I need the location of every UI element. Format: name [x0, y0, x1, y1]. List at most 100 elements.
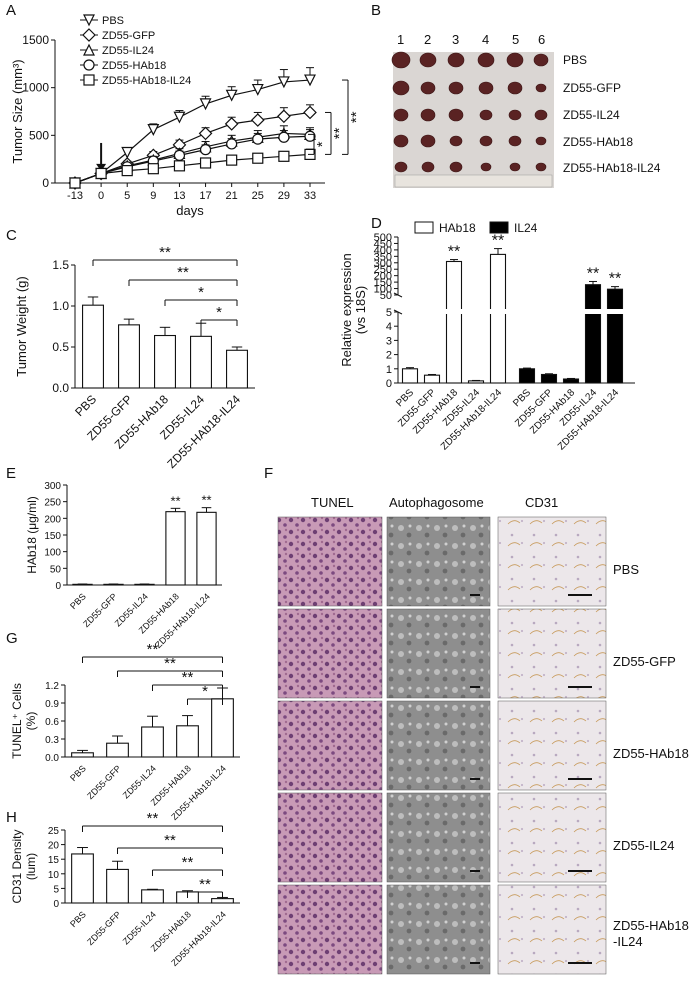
tumor [419, 52, 437, 68]
autophagosome-image [386, 700, 491, 791]
bar [401, 368, 419, 384]
series-marker [303, 105, 317, 120]
panel-letter-c: C [6, 227, 17, 244]
significance-star: ** [448, 244, 460, 261]
y-tick-label: 250 [44, 498, 61, 509]
series-marker [250, 113, 265, 127]
significance-star: ** [182, 669, 194, 686]
bar [196, 511, 217, 586]
tumor [448, 108, 464, 122]
y-axis-label: TUNEL⁺ Cells(%) [10, 683, 38, 759]
y-tick-label: 15 [48, 855, 60, 866]
legend-marker [83, 74, 95, 86]
significance-star: * [216, 304, 222, 321]
y-tick-label: 1 [386, 364, 392, 376]
series-marker [304, 130, 316, 142]
tumor-grid [391, 51, 549, 173]
y-tick-label: 500 [374, 232, 392, 244]
y-tick-label: 200 [374, 271, 392, 283]
bar [518, 368, 536, 384]
series-marker [121, 146, 134, 159]
series-marker [121, 165, 133, 177]
series-marker [252, 133, 264, 145]
col-header-autophagosome: Autophagosome [389, 495, 484, 510]
series-marker [304, 74, 316, 87]
tumor [535, 162, 547, 172]
autophagosome-image [386, 884, 491, 975]
y-tick-label: 1000 [22, 81, 49, 95]
series-marker [95, 167, 107, 180]
significance-star: ** [159, 244, 171, 261]
y-tick-label: 20 [48, 841, 60, 852]
axis-break-gap [489, 309, 507, 314]
panel-letter-a: A [6, 2, 16, 19]
series-marker [252, 152, 264, 164]
y-tick-label: 450 [374, 238, 392, 250]
photo-row-zd55-hab18-il24: ZD55-HAb18-IL24 [563, 161, 661, 175]
legend-marker [83, 43, 95, 56]
legend-swatch [489, 221, 509, 234]
panel-letters: A B C D E F G H [6, 2, 382, 826]
tumor [420, 134, 436, 148]
significance-star: ** [199, 876, 211, 893]
series-marker [278, 131, 290, 143]
tumor [534, 109, 548, 121]
tumor [447, 52, 465, 68]
row-label-zd55-hab18: ZD55-HAb18 [613, 746, 689, 761]
y-tick-label: 200 [44, 514, 61, 525]
y-tick-label: 0 [53, 899, 59, 910]
tumor [449, 135, 463, 147]
y-tick-label: 400 [374, 245, 392, 257]
significance-star: ** [201, 493, 211, 508]
tumor [392, 80, 410, 96]
y-tick-label: 4 [386, 321, 392, 333]
y-tick-label: 0.0 [52, 381, 69, 395]
tunel-image [277, 792, 383, 883]
tumor [393, 108, 409, 122]
series-marker [147, 163, 159, 175]
panel-letter-h: H [6, 809, 17, 826]
bar [211, 898, 234, 904]
photo-row-zd55-gfp: ZD55-GFP [563, 81, 621, 95]
y-tick-label: 5 [53, 884, 59, 895]
significance-star: ** [331, 127, 348, 139]
series-marker [173, 111, 186, 124]
bar-category-label: PBS [72, 392, 99, 419]
significance-star: ** [164, 655, 176, 672]
significance-star: * [314, 141, 331, 147]
tumor [479, 135, 493, 147]
row-label-zd55-il24: ZD55-IL24 [613, 838, 674, 853]
y-tick-label: 100 [374, 284, 392, 296]
tumor [449, 161, 463, 173]
bar-category-label: ZD55-IL24 [121, 763, 158, 800]
legend-label: HAb18 [439, 221, 476, 235]
significance-star: * [198, 284, 204, 301]
autophagosome-image [386, 516, 491, 607]
y-tick-label: 3 [386, 335, 392, 347]
legend-swatch [414, 221, 434, 234]
photo-row-zd55-hab18: ZD55-HAb18 [563, 135, 633, 149]
significance-star: ** [348, 111, 365, 123]
y-tick-label: 1500 [22, 33, 49, 47]
y-tick-label: 0 [55, 581, 61, 592]
y-tick-label: 0.3 [45, 735, 59, 746]
bar [141, 889, 164, 904]
y-tick-label: 0.6 [45, 717, 59, 728]
bar [106, 868, 129, 904]
series-line [74, 111, 311, 184]
bar-category-label: ZD55-GFP [85, 909, 123, 947]
tumor [535, 136, 547, 146]
series-marker [198, 126, 213, 141]
tumor [480, 162, 492, 172]
y-tick-label: 300 [44, 481, 61, 492]
bar [226, 349, 248, 389]
bar-category-label: ZD55-HAb18-IL24 [153, 591, 212, 650]
series-marker [224, 117, 239, 131]
bar [211, 698, 234, 758]
legend-label: PBS [102, 15, 124, 27]
y-tick-label: 0.9 [45, 699, 59, 710]
y-tick-label: 0 [42, 176, 49, 190]
tumor [508, 135, 522, 147]
